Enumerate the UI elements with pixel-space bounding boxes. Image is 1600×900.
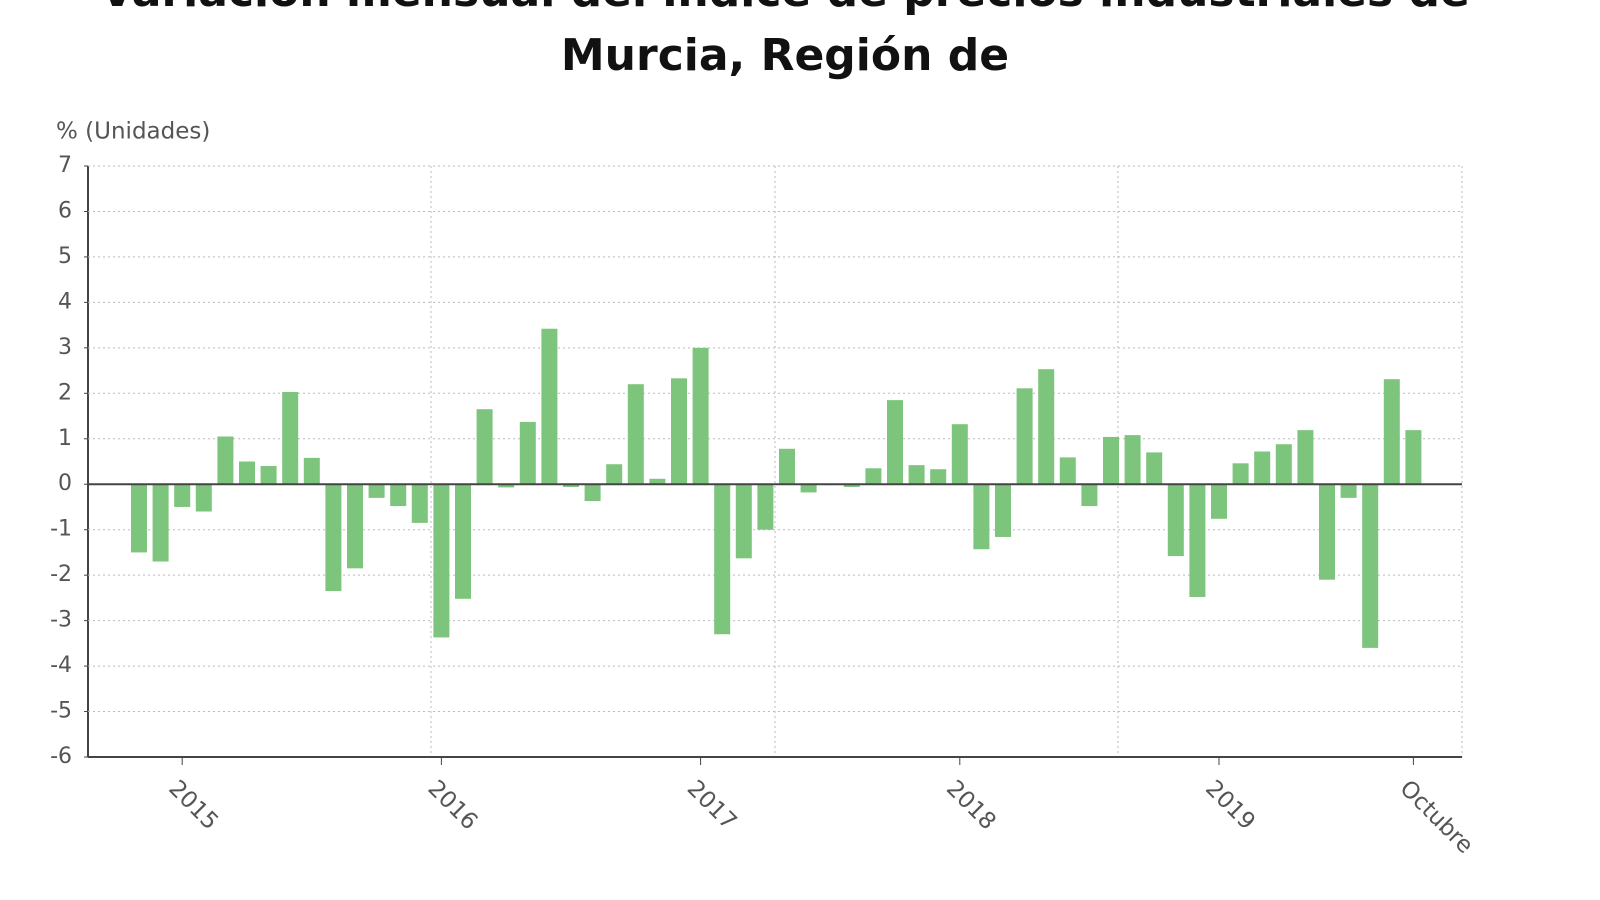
bar [1059, 457, 1076, 485]
bar [887, 400, 903, 485]
x-tick-label: 2018 [941, 775, 1001, 835]
bar [498, 484, 515, 488]
bar [519, 421, 536, 485]
bar [260, 466, 277, 485]
bar [1189, 484, 1206, 597]
bar [1340, 484, 1357, 498]
bar [584, 484, 601, 502]
bar [433, 484, 450, 638]
bar [347, 484, 363, 569]
bar [735, 484, 752, 559]
bar [131, 484, 147, 553]
bar [282, 391, 299, 485]
x-tick-label: Octubre [1395, 775, 1478, 858]
y-axis-label: % (Unidades) [56, 119, 210, 145]
y-tick-label: 4 [58, 289, 72, 314]
bar [779, 448, 795, 485]
bar [476, 409, 493, 485]
bar [563, 484, 579, 487]
bar [1275, 444, 1292, 485]
bar [627, 384, 644, 485]
y-tick-label: 3 [58, 335, 72, 360]
bar [995, 484, 1011, 537]
bar [1405, 430, 1422, 485]
bar [541, 328, 558, 485]
y-tick-label: -6 [50, 744, 72, 769]
bar [973, 484, 990, 550]
x-tick-label: 2015 [163, 775, 223, 835]
chart-title: Variación mensual del índice de precios … [100, 0, 1470, 81]
bar [1211, 484, 1227, 519]
bar [1297, 430, 1314, 485]
bar [303, 457, 320, 485]
bar [1383, 379, 1400, 485]
bar [843, 484, 860, 487]
bar [800, 484, 817, 493]
y-tick-label: -3 [50, 608, 72, 633]
bar [1319, 484, 1335, 580]
bar [1362, 484, 1379, 648]
y-tick-label: -5 [50, 699, 72, 724]
y-tick-label: 0 [58, 471, 72, 496]
bar [951, 424, 968, 485]
x-tick-label: 2017 [682, 775, 742, 835]
bar [152, 484, 169, 562]
bar [368, 484, 385, 498]
bar [239, 461, 255, 485]
x-tick-label: 2016 [423, 775, 483, 835]
y-tick-label: -2 [50, 562, 72, 587]
bar [325, 484, 342, 592]
bar [865, 468, 882, 485]
y-tick-label: 5 [58, 244, 72, 269]
y-tick-label: 1 [58, 426, 72, 451]
bar [1081, 484, 1098, 507]
bar [455, 484, 471, 599]
bar [1254, 451, 1271, 485]
bar [714, 484, 731, 635]
bar [671, 378, 687, 485]
bar [757, 484, 774, 530]
bar [411, 484, 428, 523]
bar [1103, 436, 1119, 485]
y-tick-label: 7 [58, 153, 72, 178]
bar [649, 478, 666, 485]
bar [908, 465, 925, 485]
bar [174, 484, 191, 507]
y-tick-label: -4 [50, 653, 72, 678]
bar [1167, 484, 1184, 557]
bar [195, 484, 212, 512]
y-tick-label: 2 [58, 380, 72, 405]
bar [390, 484, 407, 507]
bar [1232, 463, 1249, 485]
bar [217, 436, 234, 485]
y-tick-label: 6 [58, 198, 72, 223]
bar [930, 469, 947, 485]
bar [1016, 388, 1033, 485]
bar [606, 464, 623, 485]
bar [1124, 435, 1141, 485]
y-tick-label: -1 [50, 517, 72, 542]
bar [1038, 369, 1055, 485]
bar [1146, 452, 1163, 485]
x-tick-label: 2019 [1200, 775, 1260, 835]
bar [692, 347, 709, 485]
